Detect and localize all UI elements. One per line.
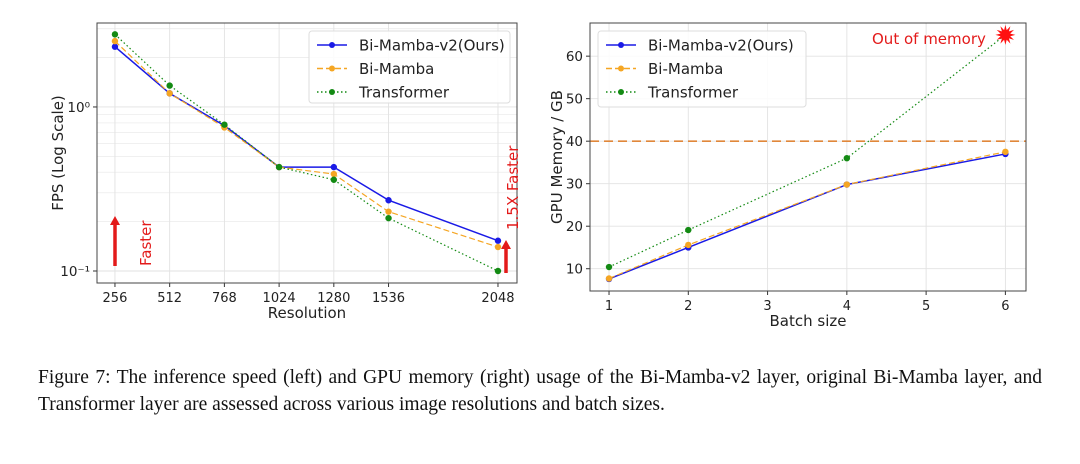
data-point xyxy=(111,37,119,45)
legend-label: Transformer xyxy=(647,84,739,102)
speedup-arrow-icon-head xyxy=(501,240,511,249)
out-of-memory-annotation: Out of memory xyxy=(872,30,986,48)
legend-marker xyxy=(618,65,624,72)
legend-label: Bi-Mamba xyxy=(648,60,723,78)
y-tick-label: 10⁻¹ xyxy=(60,264,90,280)
data-point xyxy=(685,241,692,249)
chart-1: 1 2 3 4 5 6 10 20 30 40 50 60 Batch size GPU Memory /… xyxy=(548,22,1027,330)
legend-label: Bi-Mamba xyxy=(359,60,434,78)
x-tick-label: 1 xyxy=(605,299,613,314)
x-tick-label: 2048 xyxy=(481,291,514,306)
data-point xyxy=(605,263,613,271)
series-line-bi-mamba-v2-ours- xyxy=(608,153,1006,280)
data-point xyxy=(166,82,173,89)
legend-label: Bi-Mamba-v2(Ours) xyxy=(359,37,505,55)
data-point xyxy=(494,243,502,251)
data-point xyxy=(494,267,502,275)
axes-frame xyxy=(96,22,518,284)
x-tick-label: 2 xyxy=(684,299,692,314)
legend xyxy=(308,30,511,104)
x-tick-label: 6 xyxy=(1001,299,1009,314)
x-tick-label: 1536 xyxy=(372,291,405,306)
faster-annotation: Faster xyxy=(137,220,155,266)
data-point xyxy=(166,90,173,97)
legend-label: Bi-Mamba-v2(Ours) xyxy=(648,37,794,55)
legend-marker xyxy=(329,42,335,48)
x-tick-label: 4 xyxy=(843,299,851,314)
x-tick-label: 1024 xyxy=(263,291,296,306)
data-point xyxy=(275,163,283,171)
y-tick-label: 10 xyxy=(566,262,583,278)
y-tick-label: 40 xyxy=(566,134,583,150)
data-point xyxy=(221,121,228,128)
legend-label: Transformer xyxy=(358,84,450,102)
data-point xyxy=(330,170,338,178)
series-line-bi-mamba xyxy=(608,151,1006,280)
x-axis-label: Batch size xyxy=(770,312,847,330)
x-tick-label: 512 xyxy=(157,291,182,306)
data-point xyxy=(111,43,119,50)
legend-marker xyxy=(618,89,624,95)
y-axis-label: GPU Memory / GB xyxy=(548,90,566,224)
chart-0: 256 512 768 1024 1280 1536 2048 10⁰ 10⁻¹ Resoluti… xyxy=(49,22,522,322)
legend-marker xyxy=(618,42,624,48)
faster-arrow-icon-head xyxy=(110,216,120,225)
y-axis-label: FPS (Log Scale) xyxy=(49,95,67,211)
y-tick-label: 20 xyxy=(566,219,583,235)
x-axis-label: Resolution xyxy=(268,304,346,322)
data-point xyxy=(111,31,119,38)
data-point xyxy=(330,176,338,183)
speedup-annotation: 1.5X Faster xyxy=(504,145,522,230)
out-of-memory-star-icon xyxy=(995,24,1016,45)
y-tick-label: 50 xyxy=(566,92,583,108)
legend-marker xyxy=(329,65,335,72)
data-point xyxy=(605,275,613,282)
x-tick-label: 3 xyxy=(763,299,771,314)
y-tick-label: 10⁰ xyxy=(67,100,90,116)
data-point xyxy=(330,163,338,171)
data-point xyxy=(1002,148,1009,156)
legend-marker xyxy=(329,89,335,95)
data-point xyxy=(385,214,392,222)
x-tick-label: 768 xyxy=(212,291,237,306)
axes-frame xyxy=(589,22,1027,292)
x-tick-label: 5 xyxy=(922,299,930,314)
data-point xyxy=(843,181,851,188)
data-point xyxy=(685,226,692,234)
data-point xyxy=(385,208,392,215)
y-tick-label: 60 xyxy=(566,49,583,65)
data-point xyxy=(494,237,502,244)
figure-caption: Figure 7: The inference speed (left) and… xyxy=(38,367,1042,415)
x-tick-label: 1280 xyxy=(317,291,350,306)
data-point xyxy=(385,197,392,204)
figure: 256 512 768 1024 1280 1536 204810⁰10⁻¹Resoluti… xyxy=(49,22,1027,330)
data-point xyxy=(843,154,851,162)
x-tick-label: 256 xyxy=(103,291,128,306)
y-tick-label: 30 xyxy=(566,177,583,193)
legend xyxy=(597,30,807,108)
